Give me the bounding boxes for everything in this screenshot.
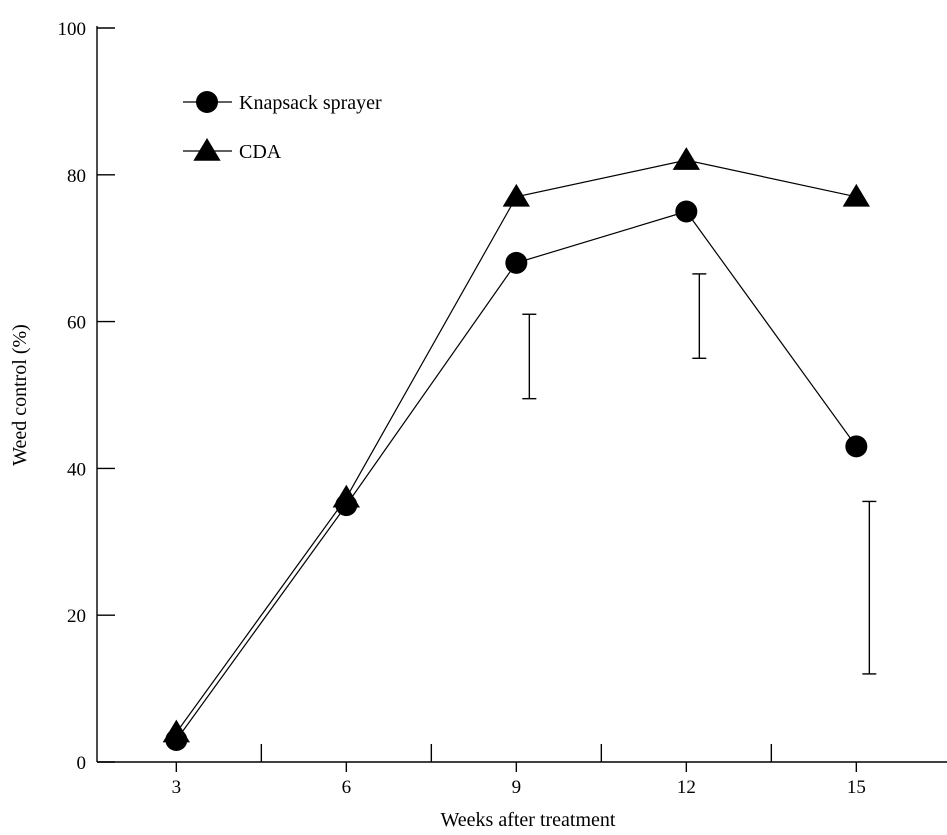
legend-label: Knapsack sprayer (239, 92, 382, 114)
circle-point (675, 200, 698, 223)
triangle-point (502, 183, 530, 207)
triangle-point (162, 719, 190, 743)
error-bars (522, 273, 877, 675)
triangle-point (332, 484, 360, 508)
series-layer (162, 147, 870, 751)
y-tick-label: 0 (77, 753, 87, 774)
y-tick-label: 80 (67, 166, 86, 187)
series-knapsack-sprayer (165, 200, 868, 751)
error-bar (862, 500, 877, 675)
y-tick-label: 100 (58, 19, 87, 40)
circle-point (845, 435, 868, 458)
triangle-point (842, 183, 870, 207)
circle-point (505, 251, 528, 274)
legend-item: Knapsack sprayer (183, 91, 382, 114)
triangle-point (672, 147, 700, 170)
x-tick-label: 9 (512, 777, 522, 798)
x-tick-label: 6 (342, 777, 352, 798)
x-tick-label: 12 (677, 777, 696, 798)
legend-circle-marker (196, 91, 218, 113)
x-tick-label: 3 (172, 777, 182, 798)
axes: 0 20 40 60 80 100 3 6 9 12 15 (58, 19, 947, 798)
x-tick-label: 15 (847, 777, 866, 798)
y-tick-label: 60 (67, 313, 86, 334)
legend-item: CDA (183, 138, 282, 163)
error-bar (522, 313, 537, 400)
error-bar (692, 273, 707, 359)
x-axis-title: Weeks after treatment (441, 809, 616, 831)
series-line (175, 210, 857, 741)
y-axis-title: Weed control (%) (9, 324, 31, 466)
y-tick-label: 20 (67, 606, 86, 627)
series-line (175, 159, 857, 733)
legend: Knapsack sprayer CDA (183, 91, 382, 163)
series-cda (162, 147, 870, 743)
legend-triangle-marker (193, 138, 221, 161)
y-tick-label: 40 (67, 459, 86, 480)
legend-label: CDA (239, 141, 282, 163)
